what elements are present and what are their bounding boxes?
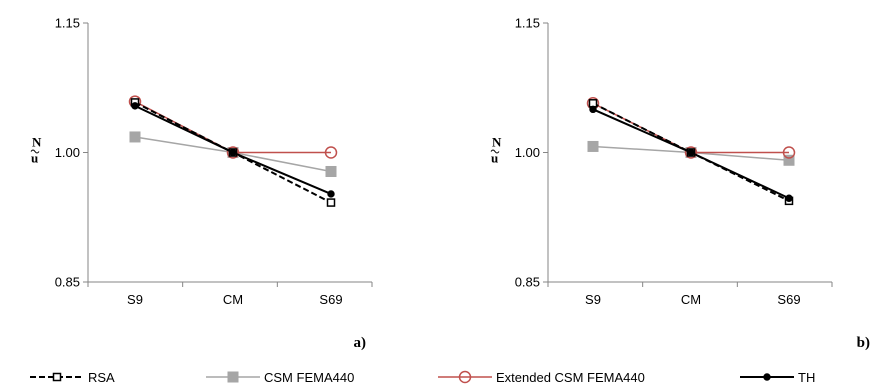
legend-item: Extended CSM FEMA440 [438,370,645,385]
legend-label: Extended CSM FEMA440 [496,370,645,385]
data-point [785,194,793,202]
y-axis-label: u [491,151,498,166]
legend-marker [763,373,771,381]
data-point [229,148,237,157]
data-point [131,102,139,110]
data-point [325,165,337,177]
x-tick-label: S9 [127,292,143,307]
x-tick-label: CM [681,292,701,307]
tilde-mark [490,149,500,154]
y-tick-label: 1.00 [55,145,80,160]
x-tick-label: S9 [585,292,601,307]
data-point [782,146,796,159]
y-axis-label-superscript: N [492,135,502,150]
x-tick-label: S69 [319,292,342,307]
legend-marker [52,372,62,382]
series-line [134,100,331,154]
legend-label: RSA [88,370,115,385]
tilde-mark [30,149,40,154]
y-tick-label: 0.85 [515,275,540,290]
data-point [226,146,240,159]
data-point [589,105,597,114]
legend-item: RSA [30,370,115,385]
series-line [592,102,789,154]
legend-item: CSM FEMA440 [206,370,354,385]
legend-label: CSM FEMA440 [264,370,354,385]
panel-label: a) [354,335,367,351]
y-tick-label: 0.85 [55,275,80,290]
data-point [587,140,599,152]
series-th [589,105,793,202]
legend-marker [227,371,239,383]
panel-label: b) [857,335,870,351]
data-point [684,146,698,159]
data-point [687,148,695,157]
x-tick-label: CM [223,292,243,307]
legend-item: TH [740,370,815,385]
data-point [129,131,141,143]
data-point [326,198,336,207]
y-axis-label: u [31,151,38,166]
y-tick-label: 1.15 [55,16,80,31]
series-th [131,102,335,198]
y-axis-label-superscript: N [32,135,42,150]
data-point [327,190,335,198]
chart-panel-b: 1.15 1.00 0.85 S9 CM S69 Nu b) [490,16,870,351]
data-point [783,154,795,166]
chart-panel-a: 1.15 1.00 0.85 S9 CM S69 Nu a) [30,16,373,351]
data-point [324,146,338,159]
y-tick-label: 1.00 [515,145,540,160]
x-tick-label: S69 [777,292,800,307]
legend-label: TH [798,370,815,385]
legend-marker [458,370,472,384]
legend: RSA CSM FEMA440 Extended CSM FEMA440 TH [30,370,815,385]
y-tick-label: 1.15 [515,16,540,31]
